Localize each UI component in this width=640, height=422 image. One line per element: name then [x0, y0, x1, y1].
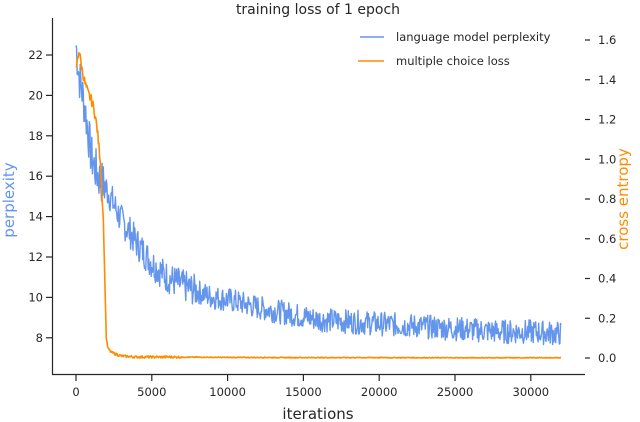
axes — [51, 18, 585, 376]
y-tick-label: 16 — [28, 169, 43, 183]
legend-item-multiple-choice: multiple choice loss — [358, 54, 510, 68]
y-tick-label: 14 — [28, 210, 43, 224]
x-tick-label: 10000 — [209, 385, 246, 399]
y-right-tick-label: 1.4 — [598, 73, 616, 87]
y-right-tick-label: 1.2 — [598, 113, 616, 127]
x-tick-label: 30000 — [513, 385, 550, 399]
y-tick-label: 10 — [28, 290, 43, 304]
right-y-axis-label: cross entropy — [614, 148, 632, 250]
left-y-axis-label: perplexity — [0, 162, 18, 237]
y-tick-label: 12 — [28, 250, 43, 264]
x-tick-label: 25000 — [437, 385, 474, 399]
legend-item-perplexity: language model perplexity — [360, 30, 551, 44]
y-tick-label: 20 — [28, 88, 43, 102]
legend-label: language model perplexity — [396, 30, 551, 44]
y-tick-label: 18 — [28, 129, 43, 143]
right-y-axis-ticks: 0.0 0.2 0.4 0.6 0.8 1.0 1.2 1.4 1.6 — [585, 33, 616, 365]
y-right-tick-label: 0.4 — [598, 272, 616, 286]
y-right-tick-label: 0.0 — [598, 351, 616, 365]
y-right-tick-label: 0.8 — [598, 192, 616, 206]
left-y-axis-ticks: 8 10 12 14 16 18 20 22 — [28, 48, 52, 345]
y-right-tick-label: 1.6 — [598, 33, 616, 47]
x-tick-label: 5000 — [137, 385, 166, 399]
chart-title: training loss of 1 epoch — [236, 2, 400, 18]
x-axis-label: iterations — [282, 405, 353, 422]
perplexity-line — [75, 45, 562, 346]
legend-label: multiple choice loss — [396, 54, 510, 68]
plot-lines — [75, 45, 562, 359]
y-tick-label: 8 — [36, 331, 43, 345]
x-tick-label: 0 — [72, 385, 79, 399]
x-tick-label: 15000 — [285, 385, 322, 399]
x-axis-ticks: 0 5000 10000 15000 20000 25000 30000 — [72, 375, 549, 399]
legend: language model perplexity multiple choic… — [358, 30, 551, 68]
y-tick-label: 22 — [28, 48, 43, 62]
y-right-tick-label: 1.0 — [598, 152, 616, 166]
x-tick-label: 20000 — [361, 385, 398, 399]
multiple-choice-loss-line — [75, 51, 562, 359]
y-right-tick-label: 0.2 — [598, 311, 616, 325]
y-right-tick-label: 0.6 — [598, 232, 616, 246]
